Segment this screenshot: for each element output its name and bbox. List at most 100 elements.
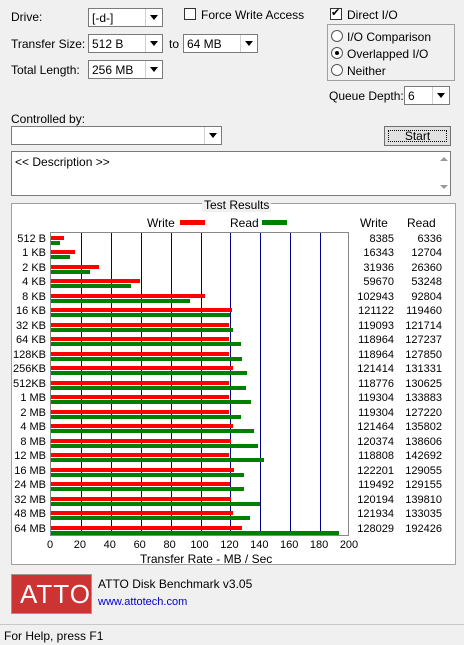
read-value: 139810 bbox=[405, 493, 442, 506]
neither-radio[interactable] bbox=[331, 64, 343, 76]
x-tick-label: 80 bbox=[163, 539, 176, 551]
transfer-size-from-select[interactable]: 512 B bbox=[88, 34, 163, 53]
read-bar bbox=[51, 371, 248, 376]
write-value: 118776 bbox=[358, 377, 394, 390]
io-mode-group bbox=[327, 24, 455, 81]
row-label: 32 KB bbox=[16, 319, 46, 332]
io-comparison-radio[interactable] bbox=[331, 30, 343, 42]
chevron-down-icon[interactable] bbox=[432, 87, 449, 104]
legend-read-label: Read bbox=[230, 216, 259, 230]
force-write-label[interactable]: Force Write Access bbox=[201, 8, 305, 22]
write-bar bbox=[51, 496, 231, 501]
description-box[interactable]: << Description >> bbox=[11, 151, 451, 196]
row-label: 2 KB bbox=[22, 261, 46, 274]
read-bar bbox=[51, 530, 339, 535]
chevron-down-icon[interactable] bbox=[240, 35, 257, 52]
chart-plot-area bbox=[50, 232, 349, 536]
description-text: << Description >> bbox=[15, 155, 110, 169]
controlled-by-label: Controlled by: bbox=[11, 112, 86, 126]
write-bar bbox=[51, 453, 229, 458]
gridline bbox=[320, 233, 322, 535]
row-label: 256KB bbox=[12, 363, 46, 376]
write-bar bbox=[51, 337, 229, 342]
row-label: 24 MB bbox=[14, 479, 46, 492]
write-bar bbox=[51, 511, 234, 516]
write-bar bbox=[51, 236, 64, 240]
total-length-select[interactable]: 256 MB bbox=[88, 60, 163, 79]
neither-label[interactable]: Neither bbox=[347, 64, 386, 78]
transfer-size-to-label: to bbox=[169, 37, 180, 51]
read-bar bbox=[51, 284, 131, 289]
read-value: 129055 bbox=[405, 464, 442, 477]
write-value: 128029 bbox=[357, 522, 394, 535]
read-value: 6336 bbox=[417, 233, 442, 245]
read-value: 142692 bbox=[405, 450, 442, 463]
chevron-down-icon[interactable] bbox=[204, 127, 221, 144]
chevron-down-icon[interactable] bbox=[145, 35, 162, 52]
direct-io-checkbox[interactable] bbox=[330, 6, 342, 20]
overlapped-io-radio[interactable] bbox=[331, 47, 343, 59]
drive-select[interactable]: [-d-] bbox=[88, 8, 163, 27]
write-bar bbox=[51, 467, 234, 472]
read-bar bbox=[51, 414, 242, 419]
read-bar bbox=[51, 472, 244, 477]
write-bar bbox=[51, 264, 99, 269]
read-value: 130625 bbox=[405, 377, 442, 390]
read-value: 26360 bbox=[411, 261, 442, 274]
drive-label: Drive: bbox=[11, 10, 43, 24]
x-tick-label: 140 bbox=[250, 539, 269, 551]
write-bar bbox=[51, 250, 76, 255]
write-value: 59670 bbox=[363, 276, 394, 289]
read-bar bbox=[51, 429, 255, 434]
read-bar bbox=[51, 356, 243, 361]
row-label: 64 MB bbox=[14, 522, 46, 535]
write-value: 102943 bbox=[357, 290, 394, 303]
write-value: 119304 bbox=[358, 406, 394, 419]
write-value: 119304 bbox=[358, 392, 394, 405]
overlapped-io-label[interactable]: Overlapped I/O bbox=[347, 47, 429, 61]
x-tick-label: 120 bbox=[220, 539, 239, 551]
status-bar: For Help, press F1 bbox=[0, 624, 464, 645]
row-label: 8 MB bbox=[20, 435, 46, 448]
chevron-down-icon[interactable] bbox=[145, 9, 162, 26]
read-value: 127220 bbox=[405, 406, 442, 419]
product-name: ATTO Disk Benchmark v3.05 bbox=[98, 577, 253, 591]
read-bar bbox=[51, 385, 247, 390]
io-comparison-label[interactable]: I/O Comparison bbox=[347, 30, 432, 44]
x-tick-label: 160 bbox=[280, 539, 299, 551]
row-label: 128KB bbox=[12, 348, 46, 361]
write-value: 119093 bbox=[358, 319, 394, 332]
queue-depth-select[interactable]: 6 bbox=[404, 86, 450, 105]
x-tick-label: 180 bbox=[309, 539, 329, 551]
col-write-header: Write bbox=[360, 216, 388, 230]
controlled-by-select[interactable] bbox=[11, 126, 222, 145]
scroll-up-icon[interactable] bbox=[440, 157, 448, 161]
read-bar bbox=[51, 443, 259, 448]
status-text: For Help, press F1 bbox=[4, 629, 104, 643]
row-label: 64 KB bbox=[16, 334, 46, 347]
read-bar bbox=[51, 400, 252, 405]
direct-io-label[interactable]: Direct I/O bbox=[347, 8, 398, 22]
write-value: 121414 bbox=[357, 363, 394, 376]
write-value: 16343 bbox=[363, 247, 394, 260]
transfer-size-to-select[interactable]: 64 MB bbox=[183, 34, 258, 53]
read-bar bbox=[51, 327, 233, 332]
write-bar bbox=[51, 366, 233, 371]
results-title: Test Results bbox=[202, 198, 272, 212]
transfer-size-from-value: 512 B bbox=[92, 37, 124, 51]
test-results-panel: Test Results Write Read Write Read Trans… bbox=[11, 198, 456, 566]
read-bar bbox=[51, 342, 242, 347]
write-value: 121464 bbox=[357, 421, 394, 434]
chevron-down-icon[interactable] bbox=[145, 61, 162, 78]
website-link[interactable]: www.attotech.com bbox=[98, 596, 188, 608]
row-label: 4 KB bbox=[22, 276, 46, 289]
force-write-checkbox[interactable] bbox=[184, 8, 196, 20]
x-tick-label: 200 bbox=[339, 539, 359, 551]
scroll-down-icon[interactable] bbox=[440, 185, 448, 189]
read-bar bbox=[51, 241, 61, 245]
write-value: 120194 bbox=[357, 493, 394, 506]
read-value: 127237 bbox=[405, 334, 442, 347]
gridline bbox=[260, 233, 262, 535]
x-axis-label: Transfer Rate - MB / Sec bbox=[140, 552, 273, 566]
start-button[interactable]: Start bbox=[384, 126, 451, 146]
